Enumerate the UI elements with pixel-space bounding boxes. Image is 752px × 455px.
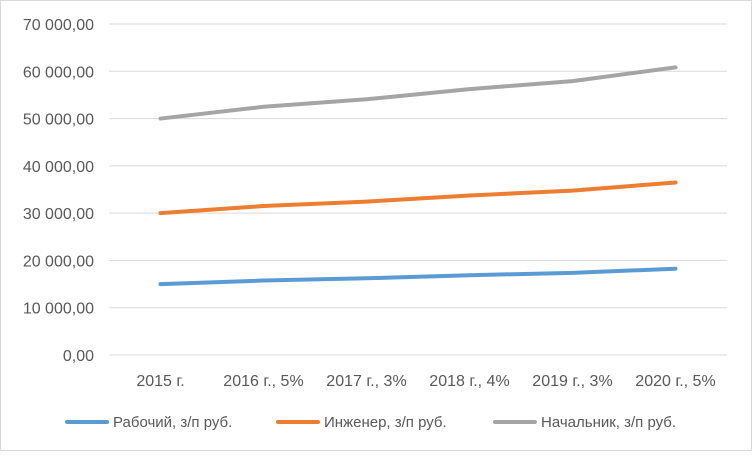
series-line-1 xyxy=(158,266,678,287)
x-tick-label: 2015 г. xyxy=(136,373,184,390)
x-tick-label: 2016 г., 5% xyxy=(223,373,303,390)
x-axis-tick-labels: 2015 г. 2016 г., 5% 2017 г., 3% 2018 г., 4%… xyxy=(136,373,715,390)
y-tick-label: 60 000,00 xyxy=(23,64,94,81)
y-tick-label: 10 000,00 xyxy=(23,301,94,318)
y-tick-label: 50 000,00 xyxy=(23,112,94,129)
series-line-2 xyxy=(158,180,678,216)
y-tick-label: 70 000,00 xyxy=(23,17,94,34)
series-line-3 xyxy=(158,65,678,121)
legend-label: Начальник, з/п руб. xyxy=(541,414,676,431)
legend-label: Инженер, з/п руб. xyxy=(324,414,447,431)
x-tick-label: 2018 г., 4% xyxy=(429,373,509,390)
legend: Рабочий, з/п руб. Инженер, з/п руб. Началь… xyxy=(65,414,676,431)
x-tick-label: 2019 г., 3% xyxy=(532,373,612,390)
y-tick-label: 30 000,00 xyxy=(23,206,94,223)
x-tick-label: 2017 г., 3% xyxy=(326,373,406,390)
series-lines xyxy=(158,65,678,287)
y-tick-label: 40 000,00 xyxy=(23,159,94,176)
y-tick-label: 0,00 xyxy=(63,348,94,365)
x-tick-label: 2020 г., 5% xyxy=(635,373,715,390)
gridlines xyxy=(109,23,727,356)
y-axis-tick-labels: 0,00 10 000,00 20 000,00 30 000,00 40 000,00… xyxy=(23,17,94,365)
legend-label: Рабочий, з/п руб. xyxy=(113,414,232,431)
y-tick-label: 20 000,00 xyxy=(23,253,94,270)
